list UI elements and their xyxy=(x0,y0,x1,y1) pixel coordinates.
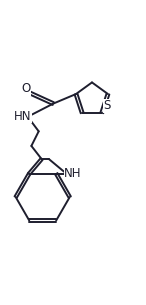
Text: S: S xyxy=(104,99,111,112)
Text: NH: NH xyxy=(64,167,82,180)
Text: O: O xyxy=(21,82,30,95)
Text: HN: HN xyxy=(14,110,31,123)
